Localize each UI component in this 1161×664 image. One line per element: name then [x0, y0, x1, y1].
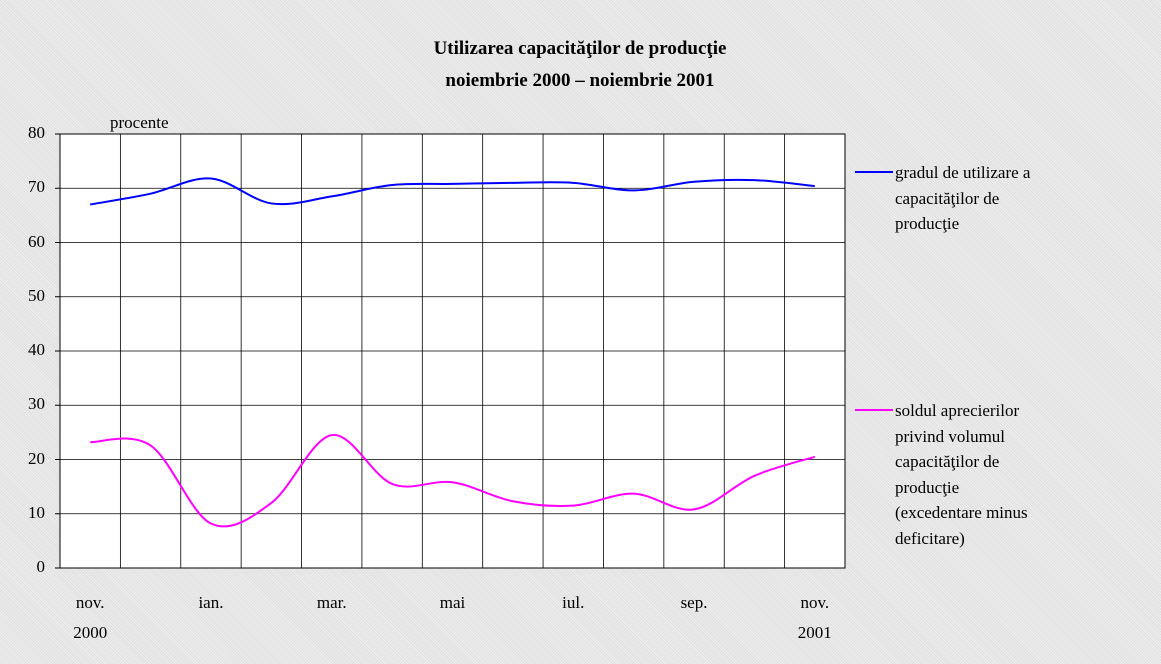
y-tick-label: 10 — [28, 502, 45, 522]
y-tick-label: 40 — [28, 340, 45, 359]
y-tick-label: 50 — [28, 285, 45, 305]
y-tick-label: 20 — [28, 448, 45, 468]
chart-title: Utilizarea capacităţilor de producţie — [433, 38, 727, 59]
chart-subtitle: noiembrie 2000 – noiembrie 2001 — [445, 70, 715, 91]
legend-label: gradul de utilizare a capacităţilor de p… — [895, 163, 1031, 233]
y-tick-label: 70 — [28, 177, 45, 197]
x-tick-label: ian. — [198, 593, 224, 612]
x-tick-label: sep. — [680, 593, 708, 612]
data-line — [90, 434, 816, 528]
x-tick-label: mar. — [316, 593, 347, 612]
x-tick-label: nov. 2001 — [797, 593, 832, 642]
y-tick-label: 60 — [28, 231, 45, 251]
x-tick-label: iul. — [562, 593, 585, 612]
y-tick-label: 80 — [28, 123, 45, 142]
legend-label: soldul aprecierilor privind volumul capa… — [895, 401, 1028, 548]
unit-annotation: procente — [110, 113, 169, 132]
y-tick-label: 30 — [28, 394, 45, 414]
x-tick-label: mai — [439, 593, 466, 612]
data-line — [90, 177, 815, 206]
x-tick-label: nov. 2000 — [73, 593, 108, 642]
y-tick-label: 0 — [36, 557, 46, 576]
